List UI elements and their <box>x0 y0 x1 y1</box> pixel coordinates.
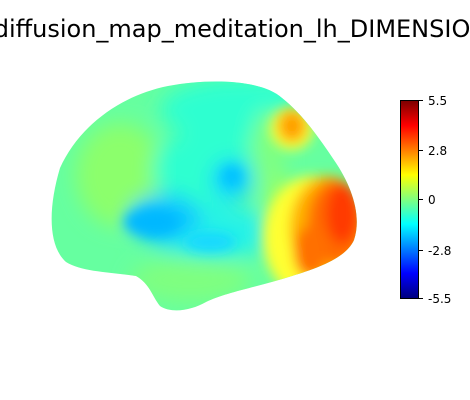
colorbar-tick <box>419 250 423 251</box>
colorbar-tick <box>419 298 423 299</box>
brain-surface <box>51 81 357 311</box>
colorbar-tick-label: 5.5 <box>428 94 448 108</box>
colorbar-tick-label: 0 <box>428 193 436 207</box>
figure-title: _diffusion_map_meditation_lh_DIMENSION <box>0 15 470 43</box>
colorbar-tick-label: -5.5 <box>428 292 452 306</box>
colorbar-tick <box>419 150 423 151</box>
colorbar-tick <box>419 100 423 101</box>
colorbar-tick <box>419 199 423 200</box>
colorbar-tick-label: 2.8 <box>428 144 448 158</box>
colorbar-tick-label: -2.8 <box>428 244 452 258</box>
colorbar <box>400 100 419 299</box>
